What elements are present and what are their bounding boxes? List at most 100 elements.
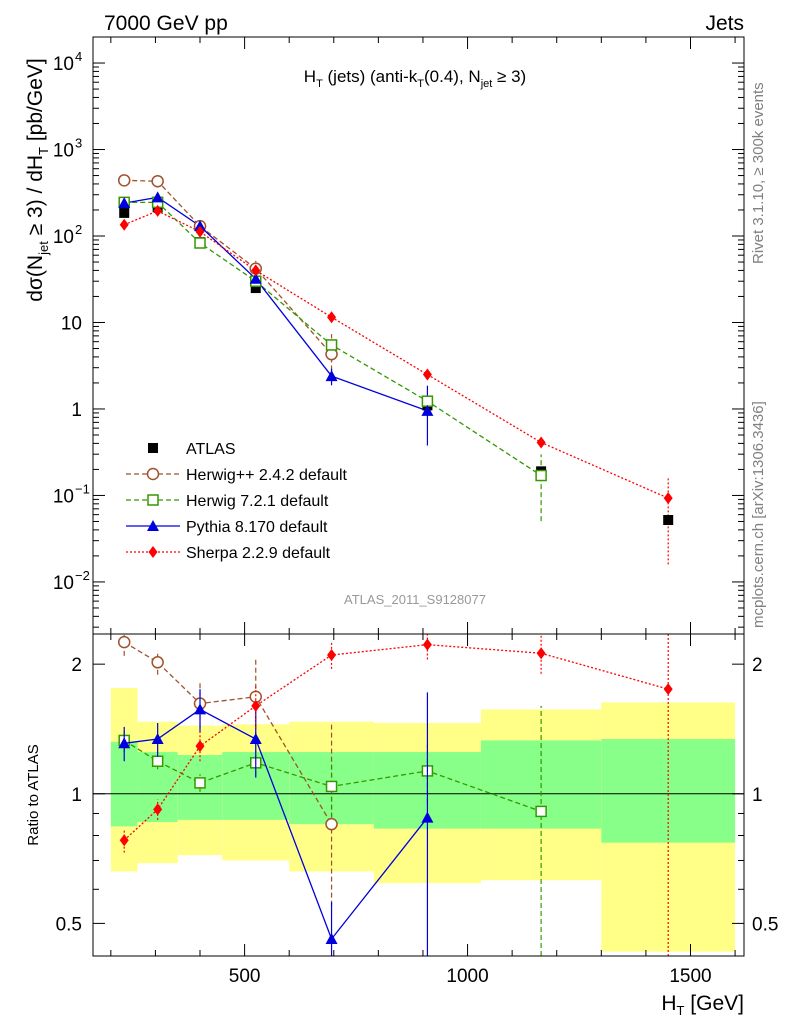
y-tick-exponent: −2 — [75, 568, 90, 583]
x-tick-label: 500 — [229, 966, 261, 987]
plot-title: HT (jets) (anti-kT(0.4), Njet ≥ 3) — [304, 67, 526, 90]
data-point — [119, 207, 130, 218]
side-rivet-label: Rivet 3.1.10, ≥ 300k events — [750, 82, 767, 264]
ratio-axis-label: Ratio to ATLAS — [25, 744, 42, 845]
data-point — [151, 191, 164, 203]
y-tick-exponent: −1 — [75, 481, 90, 496]
y-tick-label: 1 — [71, 400, 82, 421]
data-point — [151, 755, 164, 767]
data-point — [421, 404, 434, 416]
data-point — [117, 174, 131, 187]
data-point — [151, 174, 164, 188]
ratio-y-tick-label-right: 1 — [752, 785, 763, 806]
title-sub-t2: T — [417, 78, 424, 90]
data-point — [194, 220, 207, 232]
y-tick-label: 10 — [53, 141, 74, 162]
data-point — [325, 339, 338, 351]
data-point — [147, 520, 159, 531]
data-point — [119, 218, 129, 231]
legend-label-herwigpp: Herwig++ 2.4.2 default — [186, 467, 348, 484]
title-mid: (jets) (anti-k — [323, 67, 418, 86]
ratio-y-tick-label: 0.5 — [56, 914, 82, 935]
data-point — [421, 811, 434, 823]
ratio-y-tick-label-right: 0.5 — [752, 914, 778, 935]
ylabel-a: dσ(N — [24, 255, 47, 302]
xlabel-b: [GeV] — [684, 992, 744, 1015]
data-point — [325, 780, 338, 793]
data-point — [250, 283, 261, 294]
xlabel-a: H — [661, 992, 676, 1015]
data-point — [536, 647, 546, 660]
data-point — [325, 370, 338, 382]
data-point — [535, 469, 547, 482]
data-point — [147, 494, 159, 506]
analysis-id: ATLAS_2011_S9128077 — [344, 592, 486, 607]
ylabel-sub-t: T — [36, 147, 51, 155]
ratio-y-tick-label: 2 — [71, 655, 82, 676]
series-line-herwigpp — [124, 179, 333, 355]
legend-label-herwig7: Herwig 7.2.1 default — [186, 493, 329, 510]
data-point — [148, 546, 158, 558]
data-point — [325, 817, 338, 831]
data-point — [325, 932, 338, 944]
main-panel-data — [117, 174, 674, 565]
y-tick-exponent: 4 — [75, 49, 82, 64]
data-point — [251, 699, 261, 712]
data-point — [194, 237, 206, 249]
data-point — [146, 467, 160, 481]
y-tick-label: 10 — [61, 313, 82, 334]
title-h: H — [304, 67, 316, 86]
title-end: ≥ 3) — [492, 67, 526, 86]
data-point — [117, 635, 131, 649]
uncertainty-bands — [110, 688, 736, 952]
data-point — [663, 515, 674, 526]
data-point — [535, 805, 547, 818]
data-point — [194, 703, 207, 715]
side-mcplots-label: mcplots.cern.ch [arXiv:1306.3436] — [750, 401, 767, 628]
series-line-pythia — [124, 196, 428, 412]
legend-label-sherpa: Sherpa 2.2.9 default — [186, 545, 331, 562]
data-point — [422, 368, 432, 381]
data-point — [195, 225, 205, 238]
x-axis-label: HT [GeV] — [661, 992, 744, 1018]
data-point — [118, 737, 131, 749]
data-point — [195, 740, 205, 753]
ylabel-c: [pb/GeV] — [24, 58, 47, 147]
ratio-y-tick-label-right: 2 — [752, 655, 763, 676]
ylabel-b: ≥ 3) / dH — [24, 155, 47, 241]
data-point — [153, 204, 163, 217]
data-point — [151, 733, 164, 745]
legend-label-atlas: ATLAS — [186, 441, 236, 458]
x-tick-label: 1000 — [446, 966, 488, 987]
data-point — [194, 777, 206, 789]
ratio-panel-data — [117, 634, 673, 956]
x-tick-label: 1500 — [669, 966, 711, 987]
data-point — [663, 683, 673, 696]
data-point — [118, 197, 131, 209]
header-jets: Jets — [705, 12, 744, 35]
ratio-line-pythia — [124, 708, 428, 941]
legend: ATLAS Herwig++ 2.4.2 default Herwig 7.2.1 … — [126, 441, 348, 562]
series-line-sherpa — [123, 210, 669, 499]
data-point — [119, 834, 129, 847]
data-point — [327, 311, 337, 324]
data-point — [153, 803, 163, 816]
xlabel-sub-t: T — [677, 1003, 685, 1018]
series-line-herwig7 — [124, 201, 542, 477]
title-after: (0.4), N — [424, 67, 481, 86]
ratio-line-sherpa — [123, 643, 669, 841]
ratio-y-tick-label: 1 — [71, 785, 82, 806]
y-tick-label: 10 — [53, 54, 74, 75]
y-tick-label: 10 — [53, 573, 74, 594]
header-energy: 7000 GeV pp — [104, 12, 228, 35]
data-point — [422, 638, 432, 651]
data-point — [421, 395, 434, 407]
title-sub-jet: jet — [480, 78, 493, 90]
legend-marker-atlas — [148, 443, 158, 453]
data-point — [663, 492, 673, 505]
y-tick-label: 10 — [53, 486, 74, 507]
data-point — [249, 733, 262, 745]
title-sub-t: T — [316, 78, 323, 90]
